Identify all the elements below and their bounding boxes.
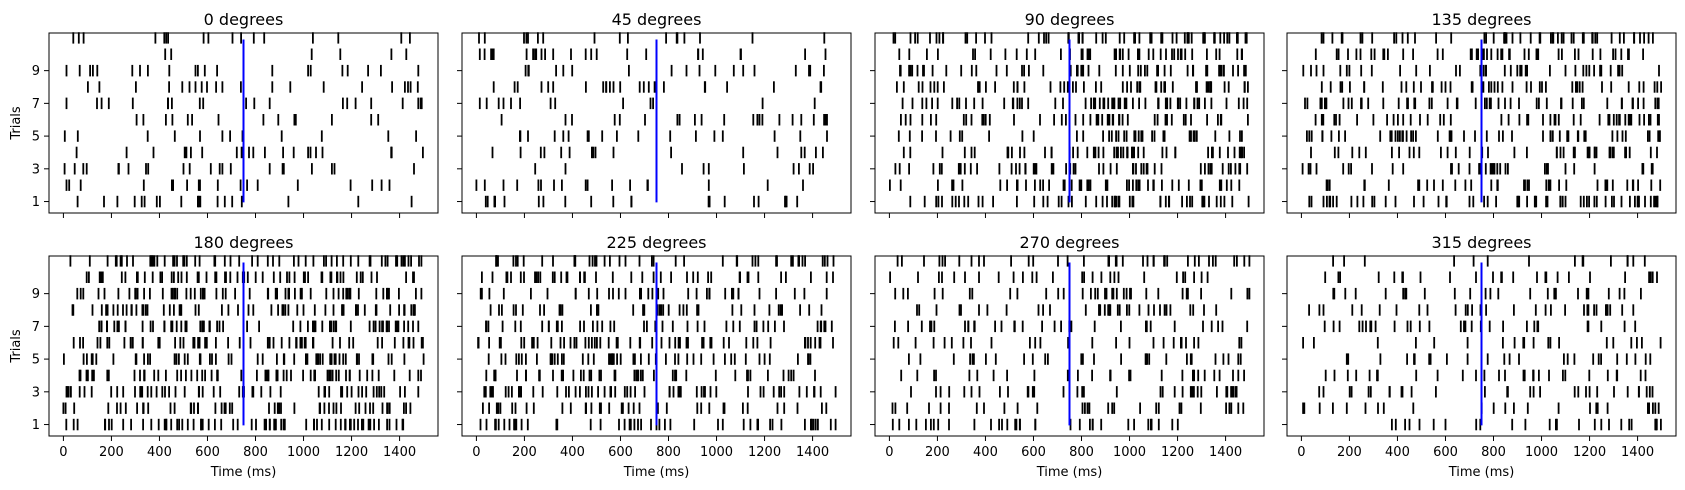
axes-frame	[461, 255, 852, 437]
spike-train-group	[63, 32, 424, 208]
x-axis-label: Time (ms)	[210, 465, 277, 480]
x-tick-label: 400	[147, 445, 172, 460]
x-tick-label: 1000	[700, 445, 733, 460]
x-tick-label: 800	[1481, 445, 1506, 460]
x-tick-label: 600	[608, 445, 633, 460]
spike-train-group	[62, 255, 425, 431]
y-tick-label: 9	[32, 64, 40, 79]
x-tick-label: 1200	[335, 445, 368, 460]
panel-title: 90 degrees	[1025, 10, 1115, 29]
x-tick-label: 400	[1385, 445, 1410, 460]
spike-train-group	[477, 255, 837, 431]
x-tick-label: 1200	[1161, 445, 1194, 460]
spike-train-group	[475, 32, 828, 208]
y-tick-label: 5	[32, 130, 40, 145]
x-tick-label: 400	[973, 445, 998, 460]
x-tick-label: 800	[243, 445, 268, 460]
raster-panel: 90 degrees	[870, 10, 1265, 218]
x-tick-label: 1000	[287, 445, 320, 460]
spike-train-group	[889, 255, 1251, 431]
x-tick-label: 200	[99, 445, 124, 460]
x-tick-label: 1000	[1525, 445, 1558, 460]
axes-frame	[48, 32, 439, 214]
y-axis-label: Trials	[9, 106, 24, 141]
raster-panel: 225 degrees 0 200 400 600 800 1000 1200 1400 Time…	[457, 233, 852, 480]
axes-frame	[48, 255, 439, 437]
y-tick-label: 1	[32, 195, 40, 210]
x-tick-label: 1400	[383, 445, 416, 460]
raster-panel: 315 degrees 0 200 400 600 800 1000 1200 1400 Time…	[1282, 233, 1677, 480]
axes-frame	[874, 255, 1265, 437]
spike-train-group	[1302, 255, 1662, 431]
x-tick-label: 1400	[1621, 445, 1654, 460]
x-tick-label: 200	[512, 445, 537, 460]
x-tick-label: 0	[885, 445, 893, 460]
x-tick-label: 600	[1021, 445, 1046, 460]
raster-panel: 135 degrees	[1282, 10, 1677, 218]
y-tick-label: 5	[32, 353, 40, 368]
raster-panel: 180 degrees 0 200 400 600 800 1000 1200 1400 1 3 5 7…	[9, 233, 439, 480]
axes-frame	[461, 32, 852, 214]
y-tick-label: 7	[32, 97, 40, 112]
axes-frame	[874, 32, 1265, 214]
raster-panel: 270 degrees 0 200 400 600 800 1000 1200 1400 Time…	[870, 233, 1265, 480]
x-tick-label: 0	[472, 445, 480, 460]
panel-title: 225 degrees	[606, 233, 706, 252]
x-tick-label: 0	[59, 445, 67, 460]
spike-train-group	[1301, 32, 1662, 208]
x-axis-label: Time (ms)	[623, 465, 690, 480]
y-tick-label: 1	[32, 418, 40, 433]
spike-train-group	[889, 32, 1250, 208]
y-tick-label: 3	[32, 385, 40, 400]
panel-title: 45 degrees	[612, 10, 702, 29]
x-axis-label: Time (ms)	[1448, 465, 1515, 480]
y-axis-label: Trials	[9, 329, 24, 364]
y-tick-label: 3	[32, 162, 40, 177]
panel-title: 315 degrees	[1431, 233, 1531, 252]
x-tick-label: 200	[1337, 445, 1362, 460]
x-tick-label: 400	[560, 445, 585, 460]
x-axis-label: Time (ms)	[1036, 465, 1103, 480]
x-tick-label: 1000	[1113, 445, 1146, 460]
y-tick-label: 9	[32, 287, 40, 302]
x-tick-label: 800	[1069, 445, 1094, 460]
x-tick-label: 600	[1433, 445, 1458, 460]
raster-panel: 0 degrees 1 3 5 7 9 Trials	[9, 10, 439, 218]
axes-frame	[1286, 255, 1677, 437]
panel-title: 180 degrees	[193, 233, 293, 252]
x-tick-label: 1200	[1573, 445, 1606, 460]
raster-panel: 45 degrees	[457, 10, 852, 218]
x-tick-label: 1400	[1209, 445, 1242, 460]
x-tick-label: 800	[656, 445, 681, 460]
axes-frame	[1286, 32, 1677, 214]
x-tick-label: 0	[1297, 445, 1305, 460]
x-tick-label: 1400	[796, 445, 829, 460]
y-tick-label: 7	[32, 320, 40, 335]
x-tick-label: 200	[925, 445, 950, 460]
x-tick-label: 600	[195, 445, 220, 460]
x-tick-label: 1200	[748, 445, 781, 460]
panel-title: 270 degrees	[1019, 233, 1119, 252]
panel-title: 135 degrees	[1431, 10, 1531, 29]
panel-title: 0 degrees	[204, 10, 284, 29]
